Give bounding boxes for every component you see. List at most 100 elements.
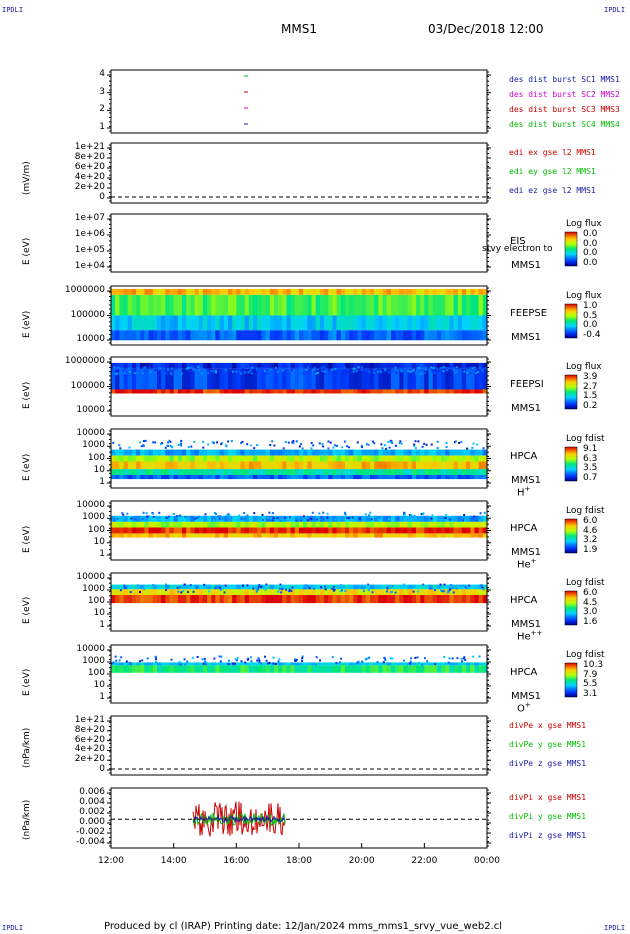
spectrogram-cell <box>240 288 246 295</box>
spectrogram-cell <box>365 362 371 369</box>
spectrogram-cell <box>278 368 283 390</box>
x-tick-label: 22:00 <box>411 856 438 866</box>
corner-label-tr: IPDLI <box>604 6 626 14</box>
spectrogram-cell <box>253 461 258 470</box>
spectrogram-cell <box>240 533 246 538</box>
spectrogram-cell <box>416 515 421 522</box>
spectrogram-cell <box>365 368 371 390</box>
spectrogram-cell <box>248 521 254 528</box>
spectrogram-cell <box>315 368 321 390</box>
spectrogram-speck <box>371 372 374 375</box>
spectrogram-cell <box>119 515 124 522</box>
spectrogram-cell <box>157 584 162 590</box>
spectrogram-speck <box>141 659 144 662</box>
spectrogram-cell <box>282 527 287 534</box>
spectrogram-cell <box>236 368 241 390</box>
spectrogram-speck <box>123 372 126 375</box>
legend-entry: divPe x gse MMS1 <box>509 721 587 730</box>
spectrogram-speck <box>357 367 360 370</box>
spectrogram-speck <box>439 366 442 369</box>
spectrogram-cell <box>349 595 354 604</box>
spectrogram-cell <box>215 315 220 331</box>
spectrogram-speck <box>116 372 119 375</box>
spectrogram-cell <box>198 665 204 673</box>
spectrogram-speck <box>348 446 350 449</box>
spectrogram-cell <box>365 584 371 590</box>
spectrogram-cell <box>370 455 375 462</box>
spectrogram-cell <box>198 368 204 390</box>
spectrogram-speck <box>265 366 268 369</box>
spectrogram-cell <box>365 527 371 534</box>
spectrogram-speck <box>421 372 424 375</box>
spectrogram-cell <box>432 389 438 394</box>
spectrogram-speck <box>331 656 334 659</box>
spectrogram-cell <box>449 449 454 456</box>
spectrogram-cell <box>244 595 250 604</box>
spectrogram-speck <box>378 585 381 588</box>
spectrogram-speck <box>376 661 379 663</box>
spectrogram-cell <box>374 455 379 462</box>
spectrogram-cell <box>307 584 312 590</box>
spectrogram-cell <box>303 330 308 341</box>
spectrogram-cell <box>219 584 225 590</box>
spectrogram-cell <box>474 315 480 331</box>
spectrogram-speck <box>423 442 426 445</box>
spectrogram-cell <box>478 521 484 528</box>
spectrogram-cell <box>461 294 467 316</box>
spectrogram-speck <box>288 588 291 591</box>
panel-frame <box>110 142 488 204</box>
spectrogram-cell <box>378 533 383 538</box>
spectrogram-cell <box>131 515 137 522</box>
spectrogram-cell <box>399 368 404 390</box>
spectrogram-cell <box>290 455 296 462</box>
y-tick-label: 2e+20 <box>74 182 105 192</box>
spectrogram-speck <box>124 586 127 589</box>
spectrogram-cell <box>169 330 175 341</box>
spectrogram-cell <box>319 533 325 538</box>
spectrogram-cell <box>382 288 388 295</box>
spectrogram-cell <box>303 455 308 462</box>
spectrogram-cell <box>324 389 329 394</box>
spectrogram-speck <box>386 587 389 590</box>
spectrogram-cell <box>228 362 233 369</box>
spectrogram-cell <box>152 469 158 475</box>
spectrogram-cell <box>123 595 129 604</box>
spectrogram-speck <box>313 370 316 373</box>
spectrogram-cell <box>445 584 450 590</box>
spectrogram-cell <box>399 662 404 666</box>
spectrogram-speck <box>369 511 372 514</box>
spectrogram-cell <box>436 315 442 331</box>
panel-hpca_hepp <box>107 572 578 632</box>
spectrogram-cell <box>386 589 392 595</box>
spectrogram-speck <box>426 660 429 663</box>
spectrogram-cell <box>299 475 304 480</box>
spectrogram-speck <box>455 366 458 369</box>
spectrogram-cell <box>169 515 175 522</box>
spectrogram-speck <box>374 367 377 370</box>
spectrogram-speck <box>152 584 155 587</box>
spectrogram-cell <box>428 475 434 480</box>
spectrogram-cell <box>466 469 471 475</box>
colorbar <box>564 590 578 626</box>
spectrogram-cell <box>315 589 321 595</box>
spectrogram-speck <box>186 591 189 594</box>
spectrogram-cell <box>248 665 254 673</box>
spectrogram-cell <box>148 584 154 590</box>
spectrogram-cell <box>449 294 454 316</box>
spectrogram-cell <box>299 595 304 604</box>
spectrogram-cell <box>416 533 421 538</box>
spectrogram-cell <box>324 315 329 331</box>
spectrogram-cell <box>382 294 388 316</box>
spectrogram-speck <box>462 584 465 587</box>
spectrogram-cell <box>365 589 371 595</box>
spectrogram-cell <box>261 665 266 673</box>
spectrogram-cell <box>111 389 116 394</box>
spectrogram-speck <box>139 441 142 444</box>
spectrogram-speck <box>234 662 236 665</box>
spectrogram-cell <box>441 330 446 341</box>
spectrogram-cell <box>340 389 346 394</box>
spectrogram-speck <box>176 515 179 518</box>
spectrogram-cell <box>461 589 467 595</box>
spectrogram-speck <box>126 371 129 374</box>
spectrogram-cell <box>111 527 116 534</box>
